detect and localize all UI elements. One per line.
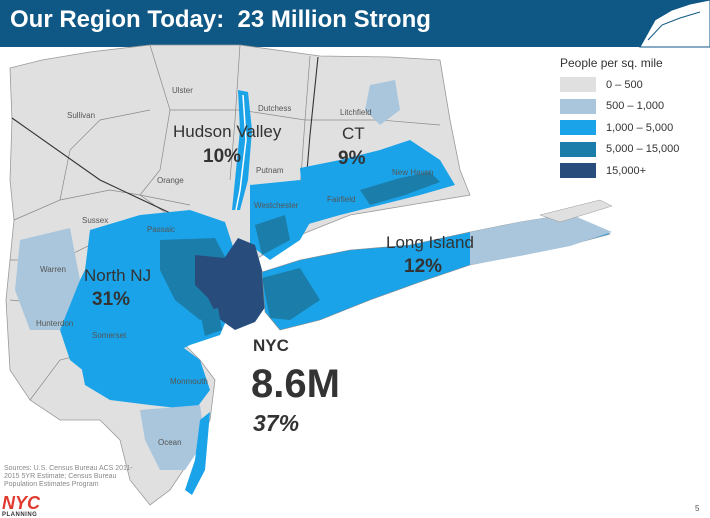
title-bar: Our Region Today: 23 Million Strong [0, 0, 710, 47]
county-label-new-haven: New Haven [392, 168, 434, 177]
legend-item: 1,000 – 5,000 [560, 117, 700, 139]
county-label-somerset: Somerset [92, 331, 127, 340]
county-label-westchester: Westchester [254, 201, 299, 210]
nyc-planning-logo: NYC PLANNING [2, 494, 40, 518]
county-label-sullivan: Sullivan [67, 111, 96, 120]
central-nj-density [80, 345, 210, 410]
sources-note: Sources: U.S. Census Bureau ACS 2011-201… [4, 465, 133, 488]
region-pct-long-island: 12% [404, 256, 443, 277]
county-label-hunterdon: Hunterdon [36, 319, 74, 328]
region-name-long-island: Long Island [386, 233, 474, 252]
region-pct-hudson-valley: 10% [203, 146, 242, 167]
county-label-putnam: Putnam [256, 166, 284, 175]
ct-coast-density [300, 140, 455, 225]
legend-item: 0 – 500 [560, 74, 700, 96]
ct-coast-dark [360, 172, 440, 205]
region-pct-north-nj: 31% [92, 289, 131, 310]
slide-title: Our Region Today: 23 Million Strong [10, 6, 431, 33]
legend-swatch [560, 98, 596, 114]
nyc-area [208, 238, 270, 330]
ct-inland-mid [365, 80, 400, 125]
legend-swatch [560, 163, 596, 179]
density-legend: People per sq. mile 0 – 500 500 – 1,000 1,… [560, 56, 700, 182]
nj-mid [15, 228, 80, 330]
nyc-pct: 37% [253, 410, 300, 436]
long-island-north-fork [539, 199, 613, 223]
legend-items: 0 – 500 500 – 1,000 1,000 – 5,000 5,000 – 1… [560, 74, 700, 182]
inset-map [639, 0, 710, 48]
region-name-north-nj: North NJ [84, 266, 152, 285]
legend-item: 5,000 – 15,000 [560, 139, 700, 161]
county-label-orange: Orange [157, 176, 184, 185]
nyc-population: 8.6M [251, 362, 340, 406]
county-label-litchfield: Litchfield [340, 108, 372, 117]
county-label-monmouth: Monmouth [170, 377, 208, 386]
legend-label: 5,000 – 15,000 [606, 143, 680, 156]
logo-planning-text: PLANNING [2, 512, 38, 518]
legend-title: People per sq. mile [560, 56, 663, 70]
region-name-ct: CT [342, 124, 365, 143]
logo-nyc-text: NYC [2, 493, 41, 513]
long-island-west-dark [262, 268, 320, 320]
legend-swatch [560, 141, 596, 157]
legend-label: 15,000+ [606, 164, 647, 177]
county-label-fairfield: Fairfield [327, 195, 356, 204]
nyc-name: NYC [253, 336, 289, 355]
region-pct-ct: 9% [338, 148, 366, 169]
county-label-dutchess: Dutchess [258, 104, 292, 113]
ocean-mid [140, 405, 205, 470]
westchester-dark [255, 215, 290, 255]
legend-swatch [560, 77, 596, 93]
ocean-shore [185, 412, 210, 495]
county-label-passaic: Passaic [147, 225, 176, 234]
legend-swatch [560, 120, 596, 136]
nyc-staten [200, 308, 222, 336]
county-label-warren: Warren [40, 265, 66, 274]
county-label-ulster: Ulster [172, 86, 193, 95]
legend-item: 500 – 1,000 [560, 96, 700, 118]
region-name-hudson-valley: Hudson Valley [173, 122, 282, 141]
county-label-sussex: Sussex [82, 216, 109, 225]
long-island-east [470, 214, 612, 265]
page-number: 5 [695, 504, 700, 513]
legend-label: 1,000 – 5,000 [606, 121, 674, 134]
hudson-corridor [232, 90, 252, 211]
legend-label: 0 – 500 [606, 78, 643, 91]
legend-label: 500 – 1,000 [606, 100, 665, 113]
county-label-ocean: Ocean [158, 438, 182, 447]
legend-item: 15,000+ [560, 160, 700, 182]
